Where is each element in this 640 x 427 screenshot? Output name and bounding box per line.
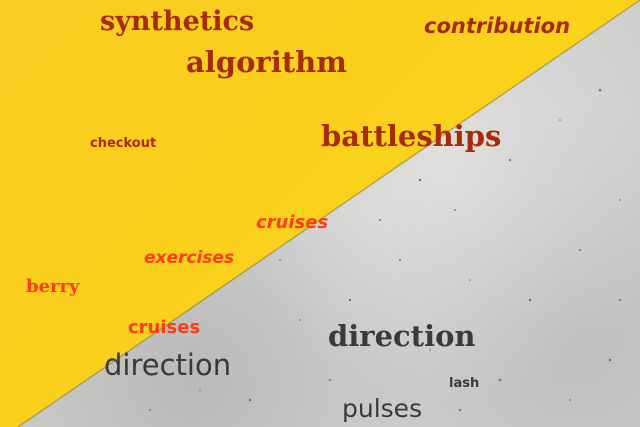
word-synthetics: synthetics bbox=[100, 6, 255, 37]
word-contribution: contribution bbox=[424, 14, 571, 38]
word-pulses: pulses bbox=[342, 394, 423, 423]
word-battleships: battleships bbox=[321, 119, 502, 153]
word-cruises-top: cruises bbox=[256, 212, 329, 233]
word-direction-right: direction bbox=[328, 319, 476, 353]
word-lash: lash bbox=[449, 376, 480, 391]
word-berry: berry bbox=[26, 276, 80, 297]
word-exercises: exercises bbox=[144, 248, 235, 268]
word-checkout: checkout bbox=[90, 136, 157, 151]
word-direction-left: direction bbox=[104, 348, 232, 382]
word-cruises-bottom: cruises bbox=[128, 317, 201, 338]
word-algorithm: algorithm bbox=[186, 45, 347, 79]
